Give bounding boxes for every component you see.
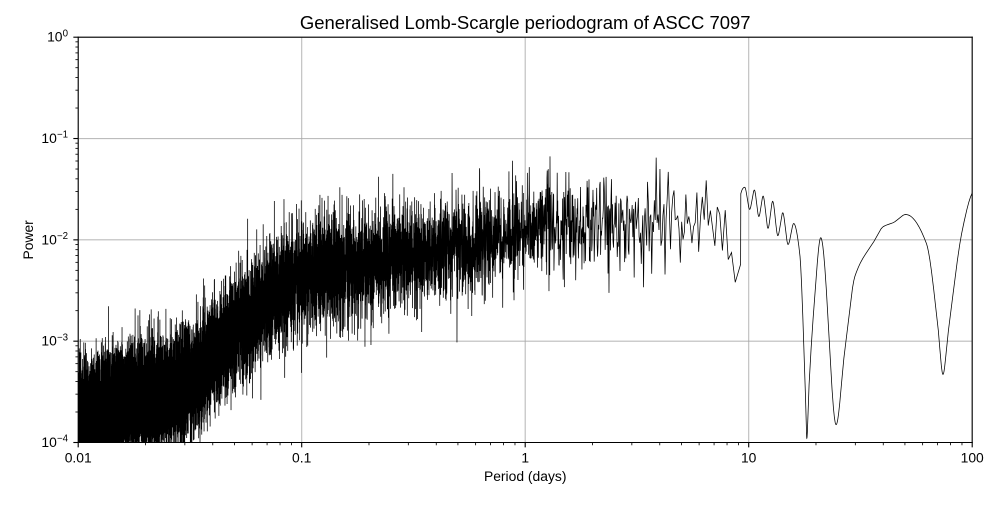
svg-text:100: 100 [961,449,984,465]
svg-text:Power: Power [20,220,36,260]
svg-text:10: 10 [741,449,757,465]
svg-text:0.01: 0.01 [65,449,92,465]
svg-text:0.1: 0.1 [292,449,312,465]
svg-text:1: 1 [521,449,529,465]
svg-text:Period (days): Period (days) [484,468,567,484]
svg-text:Generalised Lomb-Scargle perio: Generalised Lomb-Scargle periodogram of … [300,12,751,33]
